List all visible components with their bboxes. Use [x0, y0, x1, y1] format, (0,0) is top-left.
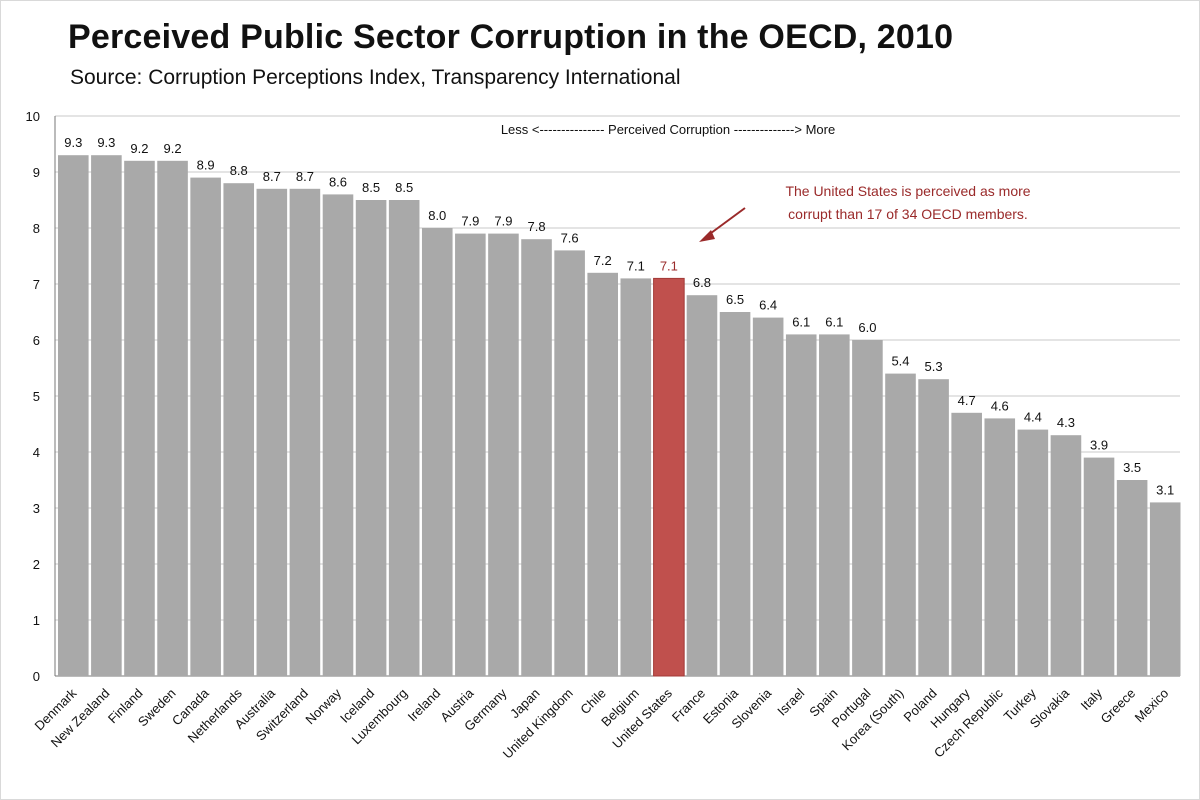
bar-portugal: [852, 340, 883, 676]
bar-ireland: [421, 228, 453, 676]
bar-israel: [785, 334, 817, 676]
value-label: 9.2: [164, 141, 182, 156]
y-tick-label: 4: [33, 445, 40, 460]
value-label: 6.5: [726, 292, 744, 307]
bar-australia: [256, 188, 288, 677]
value-labels: 9.3 9.3 9.2 9.2 8.9 8.8 8.7 8.7 8.6 8.5 8.5 8.0 7.9 7…: [64, 135, 1174, 497]
x-tick-label: Norway: [302, 685, 344, 727]
annotation-line-1: The United States is perceived as more: [785, 183, 1030, 199]
value-label: 8.9: [197, 158, 215, 173]
y-tick-label: 7: [33, 277, 40, 292]
bar-netherlands: [223, 183, 255, 676]
bar-iceland: [355, 200, 387, 676]
value-label: 7.9: [494, 214, 512, 229]
value-label: 9.3: [97, 135, 115, 150]
value-label: 9.2: [130, 141, 148, 156]
bar-chile: [587, 272, 618, 676]
value-label: 4.4: [1024, 410, 1042, 425]
bar-france: [686, 295, 718, 676]
value-label: 8.5: [362, 180, 380, 195]
bar-switzerland: [289, 188, 321, 677]
y-tick-label: 5: [33, 389, 40, 404]
bar-belgium: [620, 278, 652, 676]
bar-italy: [1083, 457, 1115, 676]
bar-hungary: [951, 412, 982, 676]
value-label: 6.1: [792, 314, 810, 329]
bar-united-states: [653, 277, 685, 677]
value-label: 9.3: [64, 135, 82, 150]
value-label: 8.8: [230, 163, 248, 178]
value-label: 7.8: [527, 219, 545, 234]
value-label: 5.3: [925, 359, 943, 374]
y-tick-label: 9: [33, 165, 40, 180]
bar-austria: [455, 233, 486, 676]
value-label: 7.9: [461, 214, 479, 229]
bar-turkey: [1017, 429, 1049, 676]
bar-mexico: [1149, 502, 1181, 676]
value-label: 4.7: [958, 393, 976, 408]
value-label: 3.1: [1156, 482, 1174, 497]
bar-norway: [322, 194, 354, 676]
annotation-arrowhead: [699, 230, 715, 242]
bar-spain: [819, 334, 850, 676]
value-label: 6.1: [825, 314, 843, 329]
chart-title: Perceived Public Sector Corruption in th…: [68, 18, 954, 56]
value-label: 3.9: [1090, 438, 1108, 453]
value-label: 6.8: [693, 275, 711, 290]
x-tick-label: Mexico: [1132, 686, 1172, 726]
bar-denmark: [58, 155, 89, 676]
bar-japan: [521, 239, 552, 676]
value-label: 6.4: [759, 298, 777, 313]
value-label: 4.3: [1057, 415, 1075, 430]
value-label: 8.7: [263, 169, 281, 184]
x-tick-label: Ireland: [405, 686, 444, 725]
us-annotation: The United States is perceived as more c…: [699, 183, 1031, 242]
value-label: 3.5: [1123, 460, 1141, 475]
x-tick-label: Greece: [1097, 686, 1138, 727]
bar-luxembourg: [388, 200, 420, 676]
value-label: 8.7: [296, 169, 314, 184]
y-tick-label: 10: [26, 109, 40, 124]
value-label: 7.6: [561, 230, 579, 245]
bar-poland: [918, 379, 949, 676]
y-tick-label: 3: [33, 501, 40, 516]
y-tick-label: 6: [33, 333, 40, 348]
bar-korea-south: [885, 373, 916, 676]
bar-czech-republic: [984, 418, 1016, 676]
value-label: 7.1: [627, 258, 645, 273]
y-tick-label: 2: [33, 557, 40, 572]
scale-note: Less <--------------- Perceived Corrupti…: [501, 122, 835, 137]
value-label: 4.6: [991, 398, 1009, 413]
y-tick-label: 8: [33, 221, 40, 236]
y-axis: 0 1 2 3 4 5 6 7 8 9 10: [26, 109, 56, 684]
bars: [58, 155, 1181, 677]
bar-new-zealand: [91, 155, 122, 676]
value-label: 8.6: [329, 174, 347, 189]
x-tick-label: Italy: [1078, 685, 1106, 713]
bar-finland: [124, 160, 155, 677]
bar-sweden: [157, 160, 188, 677]
value-label: 8.0: [428, 208, 446, 223]
chart-subtitle: Source: Corruption Perceptions Index, Tr…: [70, 66, 681, 89]
value-label: 8.5: [395, 180, 413, 195]
annotation-line-2: corrupt than 17 of 34 OECD members.: [788, 206, 1028, 222]
bar-germany: [488, 233, 519, 676]
value-label: 6.0: [858, 320, 876, 335]
value-label: 7.2: [594, 253, 612, 268]
annotation-arrow: [706, 207, 746, 237]
value-label: 5.4: [891, 354, 909, 369]
y-tick-label: 1: [33, 613, 40, 628]
bar-canada: [190, 177, 221, 676]
value-label: 7.1: [660, 258, 678, 273]
bar-united-kingdom: [554, 250, 585, 676]
bar-estonia: [719, 312, 751, 676]
bar-greece: [1116, 480, 1148, 676]
bar-slovenia: [752, 317, 784, 676]
bar-slovakia: [1050, 435, 1082, 676]
y-tick-label: 0: [33, 669, 40, 684]
x-tick-label: Israel: [774, 685, 807, 718]
